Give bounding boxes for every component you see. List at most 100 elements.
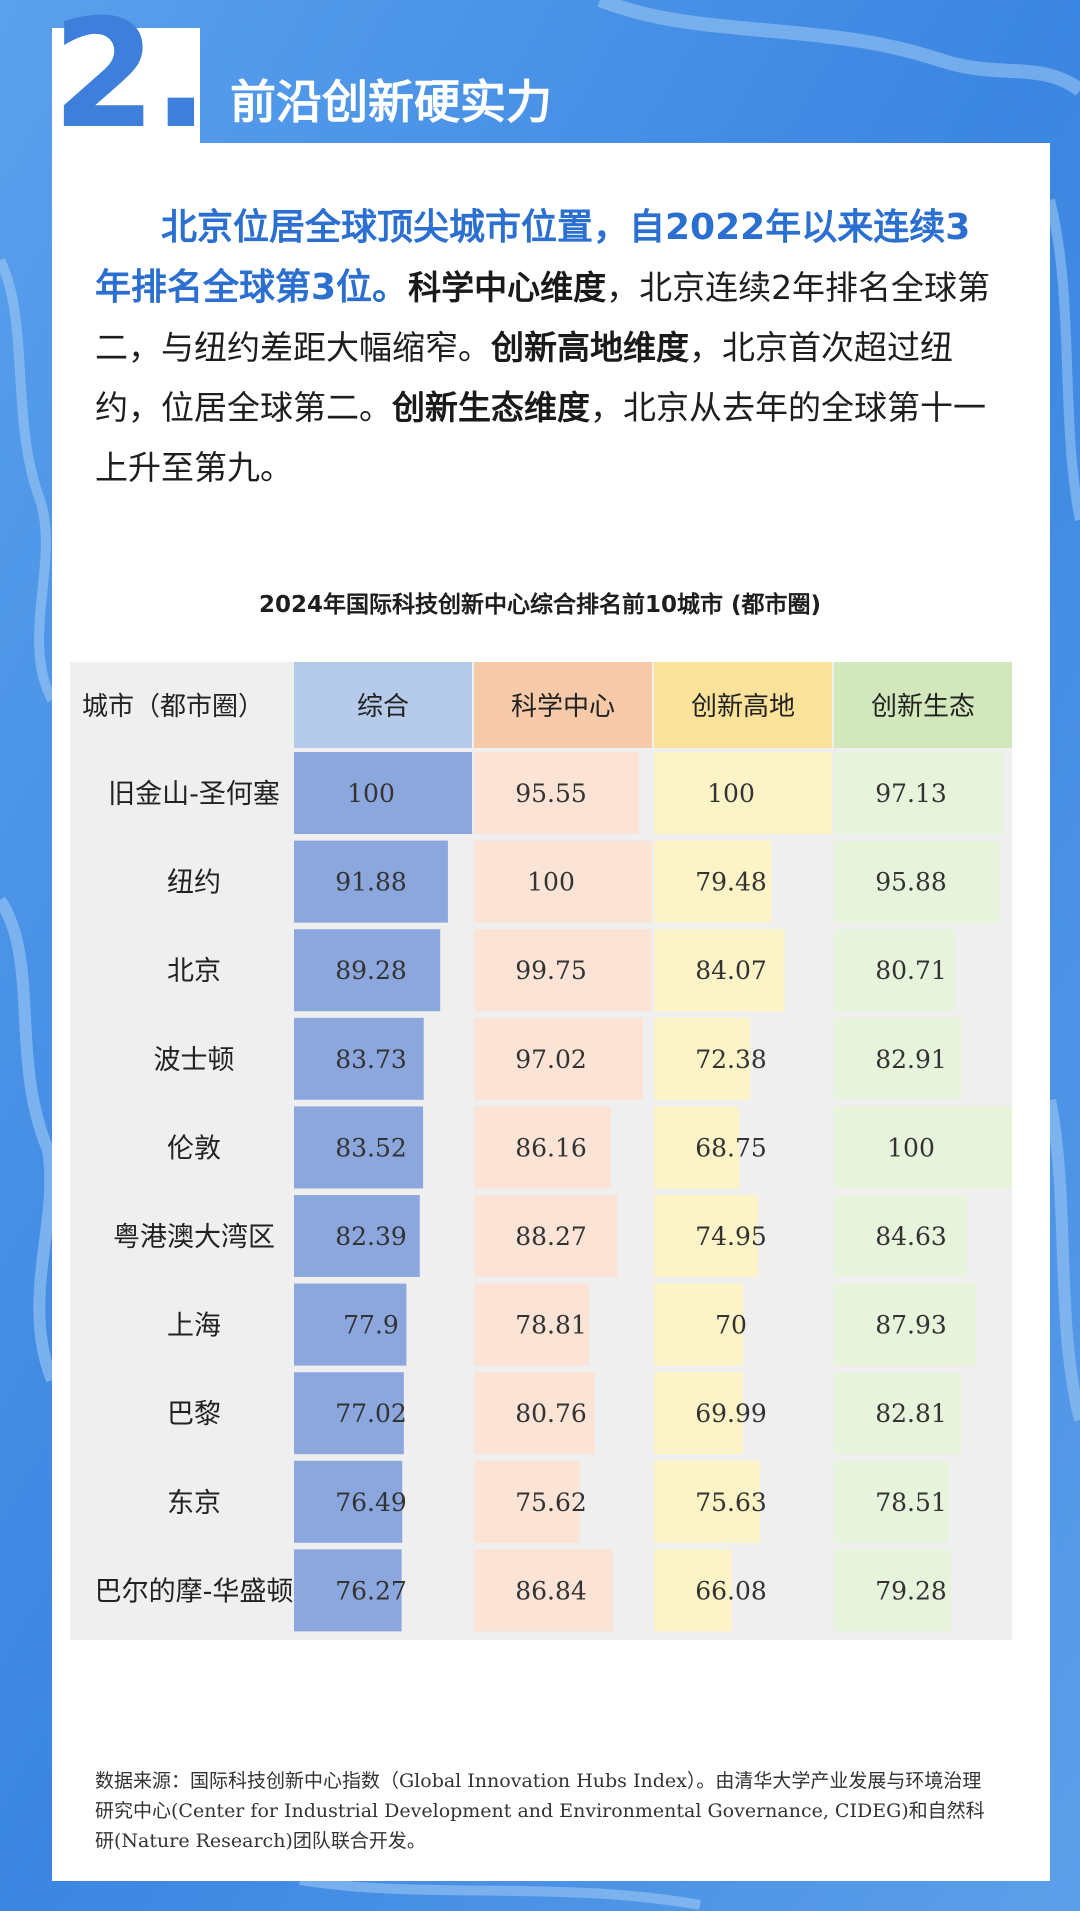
data-label: 97.02 <box>515 1045 587 1074</box>
data-bar <box>654 1017 751 1100</box>
header-cell <box>474 662 652 748</box>
data-label: 91.88 <box>335 868 407 897</box>
intro-highlight: 北京位居全球顶尖城市位置，自2022年以来连续3年排名全球第3位。 <box>95 207 971 308</box>
data-bar <box>294 1017 424 1100</box>
header-cell <box>294 662 472 748</box>
data-label: 66.08 <box>695 1576 767 1605</box>
data-bar <box>654 1372 743 1455</box>
data-bar <box>654 1106 740 1189</box>
data-label: 80.76 <box>515 1399 587 1428</box>
data-bar <box>474 1106 611 1189</box>
intro-bold-science: 科学中心维度 <box>408 268 607 307</box>
data-label: 70 <box>715 1311 747 1340</box>
data-label: 83.52 <box>335 1133 407 1162</box>
data-bar <box>654 1460 760 1543</box>
data-bar <box>654 1283 743 1366</box>
data-bar <box>834 929 955 1012</box>
city-label: 北京 <box>167 956 221 987</box>
data-bar <box>474 1283 590 1366</box>
source-note: 数据来源：国际科技创新中心指数（Global Innovation Hubs I… <box>95 1770 985 1852</box>
data-label: 75.63 <box>695 1488 767 1517</box>
data-bar <box>834 1195 967 1277</box>
data-bar <box>834 1017 962 1100</box>
header-label: 综合 <box>357 692 409 722</box>
data-bar <box>474 752 639 834</box>
data-label: 68.75 <box>695 1133 767 1162</box>
data-label: 82.39 <box>335 1222 407 1251</box>
data-bar <box>294 1283 407 1366</box>
data-label: 97.13 <box>875 779 947 808</box>
data-label: 72.38 <box>695 1045 767 1074</box>
data-label: 79.28 <box>875 1576 947 1605</box>
data-bar <box>474 1549 613 1632</box>
city-label: 东京 <box>167 1488 221 1519</box>
city-label: 巴黎 <box>167 1399 221 1430</box>
data-label: 76.27 <box>335 1576 407 1605</box>
data-label: 88.27 <box>515 1222 587 1251</box>
data-bar <box>654 1195 758 1277</box>
data-label: 89.28 <box>335 956 407 985</box>
data-bar <box>294 1460 403 1543</box>
data-bar <box>654 929 785 1012</box>
data-bar <box>834 1549 951 1632</box>
data-label: 78.81 <box>515 1311 587 1340</box>
data-bar <box>474 1460 580 1543</box>
intro-bold-innovation: 创新高地维度 <box>491 328 689 367</box>
data-bar <box>654 840 772 923</box>
data-label: 79.48 <box>695 868 767 897</box>
intro-text-innovation: ，北京首次超过纽约，位居全球第二。 <box>95 328 953 427</box>
header-cell <box>834 662 1012 748</box>
header-label: 创新高地 <box>691 692 795 722</box>
data-bar <box>834 752 1004 834</box>
data-bar <box>294 1549 402 1632</box>
data-label: 69.99 <box>695 1399 767 1428</box>
data-label: 99.75 <box>515 956 587 985</box>
section-title: 前沿创新硬实力 <box>230 75 552 129</box>
city-label: 粤港澳大湾区 <box>113 1222 275 1253</box>
data-label: 82.81 <box>875 1399 947 1428</box>
data-label: 87.93 <box>875 1311 947 1340</box>
chart-title: 2024年国际科技创新中心综合排名前10城市 (都市圈) <box>258 592 822 618</box>
intro-text-science: ，北京连续2年排名全球第二，与纽约差距大幅缩窄。 <box>95 268 991 367</box>
data-bar <box>654 1549 732 1632</box>
data-bar <box>834 840 1000 923</box>
data-bar <box>474 840 652 923</box>
data-label: 77.02 <box>335 1399 407 1428</box>
section-number-box <box>52 28 200 143</box>
data-bar <box>474 1372 595 1455</box>
header-cell <box>654 662 832 748</box>
data-label: 74.95 <box>695 1222 767 1251</box>
data-label: 77.9 <box>343 1311 399 1340</box>
data-bar <box>834 1460 949 1543</box>
data-bar <box>294 840 448 923</box>
section-number: 2. <box>52 0 209 162</box>
data-label: 80.71 <box>875 956 947 985</box>
city-label: 旧金山-圣何塞 <box>108 779 280 810</box>
data-label: 78.51 <box>875 1488 947 1517</box>
data-label: 82.91 <box>875 1045 947 1074</box>
data-bar <box>294 752 472 834</box>
data-bar <box>294 929 441 1012</box>
data-label: 100 <box>347 779 395 808</box>
data-label: 100 <box>887 1133 935 1162</box>
data-bar <box>474 929 652 1012</box>
data-bar <box>474 1017 644 1100</box>
data-bar <box>834 1372 962 1455</box>
city-label: 波士顿 <box>154 1045 235 1076</box>
data-label: 100 <box>527 868 575 897</box>
city-label: 伦敦 <box>167 1133 221 1164</box>
data-label: 100 <box>707 779 755 808</box>
city-label: 巴尔的摩-华盛顿 <box>95 1576 294 1607</box>
data-label: 95.88 <box>875 868 947 897</box>
city-label: 纽约 <box>167 868 221 899</box>
data-label: 76.49 <box>335 1488 407 1517</box>
data-bar <box>474 1195 618 1277</box>
header-label: 科学中心 <box>511 692 615 722</box>
data-label: 86.84 <box>515 1576 587 1605</box>
data-bar <box>294 1106 424 1189</box>
data-label: 84.63 <box>875 1222 947 1251</box>
city-label: 上海 <box>167 1311 221 1342</box>
data-label: 86.16 <box>515 1133 587 1162</box>
data-bar <box>654 752 832 834</box>
